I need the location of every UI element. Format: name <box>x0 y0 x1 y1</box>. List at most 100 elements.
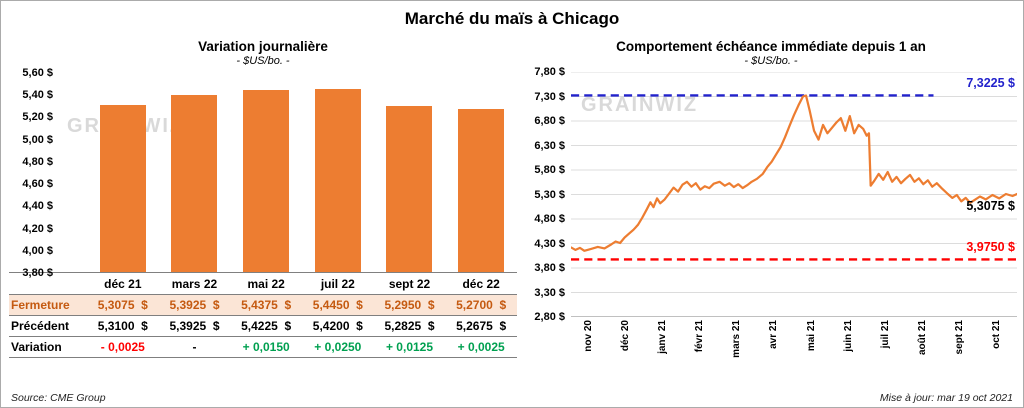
fermeture-value: 5,2950 $ <box>384 298 435 312</box>
source-note: Source: CME Group <box>11 392 106 404</box>
precedent-value: 5,2825 $ <box>384 319 435 333</box>
bar-series <box>9 73 517 273</box>
last-price-label: 5,3075 $ <box>966 199 1015 214</box>
price-line-svg <box>571 72 1017 317</box>
bar-chart-panel: Variation journalière - $US/bo. - grainw… <box>9 39 517 358</box>
line-chart-panel: Comportement échéance immédiate depuis 1… <box>525 39 1017 375</box>
bar-sept-22 <box>386 105 433 272</box>
line-x-axis: nov 20 déc 20 janv 21 févr 21 mars 21 avr 21 m… <box>571 317 1017 375</box>
x-tick-label: sept 21 <box>954 320 966 355</box>
bar-chart-plot: grainwiz 5,60 $5,40 $5,20 $5,00 $4,80 $4… <box>9 67 517 279</box>
x-tick-label: août 21 <box>917 320 929 356</box>
variation-value: + 0,0250 <box>314 340 362 354</box>
bar-mars-22 <box>171 95 218 272</box>
y-tick-label: 7,30 $ <box>534 90 565 103</box>
y-tick-label: 3,30 $ <box>534 286 565 299</box>
y-tick-label: 3,80 $ <box>534 262 565 274</box>
bar-column <box>159 73 231 272</box>
row-label: Précédent <box>11 319 70 333</box>
y-tick-label: 4,40 $ <box>22 200 53 213</box>
fermeture-value: 5,3925 $ <box>169 298 220 312</box>
column-header: déc 21 <box>104 277 142 291</box>
y-tick-label: 7,80 $ <box>534 66 565 78</box>
variation-value: + 0,0125 <box>385 340 434 354</box>
footer: Source: CME Group Mise à jour: mar 19 oc… <box>11 392 1013 404</box>
precedent-value: 5,4200 $ <box>312 319 363 333</box>
row-label: Variation <box>11 340 62 354</box>
x-tick-label: nov 20 <box>582 320 594 352</box>
line-y-axis: 7,80 $ 7,30 $ 6,80 $ 6,30 $ 5,80 $ 5,30 $ 4,80… <box>525 66 571 323</box>
bar-déc-21 <box>99 104 146 272</box>
precedent-value: 5,4225 $ <box>241 319 292 333</box>
bar-mai-22 <box>243 90 290 272</box>
y-tick-label: 6,80 $ <box>534 115 565 127</box>
table-row-fermeture: Fermeture 5,3075 $ 5,3925 $ 5,4375 $ 5,4450 … <box>9 294 517 316</box>
fermeture-value: 5,4375 $ <box>241 298 292 312</box>
y-tick-label: 5,60 $ <box>22 67 53 79</box>
bar-chart-subtitle: - $US/bo. - <box>236 55 290 67</box>
column-header: déc 22 <box>462 277 500 291</box>
x-tick-label: mars 21 <box>731 320 743 358</box>
x-tick-label: janv 21 <box>656 320 668 354</box>
bar-column <box>87 73 159 272</box>
bar-column <box>374 73 446 272</box>
bar-column <box>445 73 517 272</box>
y-tick-label: 6,30 $ <box>534 139 565 152</box>
line-chart-subtitle: - $US/bo. - <box>744 55 798 67</box>
table-row-variation: Variation - 0,0025 - + 0,0150 + 0,0250 + 0,01… <box>9 337 517 358</box>
row-label: Fermeture <box>11 298 70 312</box>
variation-value: + 0,0025 <box>457 340 505 354</box>
y-tick-label: 4,20 $ <box>22 222 53 235</box>
table-row-precedent: Précédent 5,3100 $ 5,3925 $ 5,4225 $ 5,4200 … <box>9 316 517 337</box>
y-tick-label: 5,80 $ <box>534 164 565 176</box>
column-header: mai 22 <box>247 277 285 291</box>
y-tick-label: 3,80 $ <box>22 267 53 279</box>
fermeture-value: 5,3075 $ <box>97 298 148 312</box>
precedent-value: 5,3100 $ <box>97 319 148 333</box>
x-tick-label: oct 21 <box>991 320 1003 349</box>
fermeture-value: 5,2700 $ <box>456 298 507 312</box>
y-tick-label: 4,80 $ <box>22 155 53 168</box>
x-tick-label: avr 21 <box>768 320 780 349</box>
update-note: Mise à jour: mar 19 oct 2021 <box>879 392 1013 404</box>
variation-value: - 0,0025 <box>100 340 145 354</box>
y-tick-label: 4,00 $ <box>22 244 53 257</box>
y-tick-label: 5,30 $ <box>534 188 565 201</box>
column-headers: déc 21 mars 22 mai 22 juil 22 sept 22 déc 22 <box>9 273 517 294</box>
min-price-label: 3,9750 $ <box>966 240 1015 255</box>
bar-juil-22 <box>314 89 361 272</box>
y-tick-label: 5,00 $ <box>22 133 53 146</box>
column-header: sept 22 <box>388 277 431 291</box>
line-chart-area: 7,80 $ 7,30 $ 6,80 $ 6,30 $ 5,80 $ 5,30 $ 4,80… <box>525 66 1017 323</box>
precedent-value: 5,2675 $ <box>456 319 507 333</box>
fermeture-value: 5,4450 $ <box>312 298 363 312</box>
bar-déc-22 <box>458 108 505 272</box>
x-tick-label: juil 21 <box>879 320 891 349</box>
y-tick-label: 5,20 $ <box>22 111 53 124</box>
y-tick-label: 2,80 $ <box>534 311 565 323</box>
x-tick-label: mai 21 <box>805 320 817 352</box>
x-tick-label: juin 21 <box>842 320 854 352</box>
y-tick-label: 4,80 $ <box>534 213 565 225</box>
bar-column <box>302 73 374 272</box>
precedent-value: 5,3925 $ <box>169 319 220 333</box>
bar-column <box>230 73 302 272</box>
bar-y-axis: 5,60 $ 5,40 $ 5,20 $ 5,00 $ 4,80 $ 4,60 $ 4,40… <box>9 67 79 279</box>
grainwiz-watermark: grainwiz <box>581 94 699 116</box>
y-tick-label: 5,40 $ <box>22 89 53 102</box>
column-header: juil 22 <box>320 277 355 291</box>
line-chart-title: Comportement échéance immédiate depuis 1… <box>616 39 926 54</box>
price-table: Fermeture 5,3075 $ 5,3925 $ 5,4375 $ 5,4450 … <box>9 294 517 358</box>
x-tick-label: févr 21 <box>694 320 706 353</box>
column-header: mars 22 <box>171 277 218 291</box>
page-title: Marché du maïs à Chicago <box>404 9 620 28</box>
y-tick-label: 4,60 $ <box>22 178 53 191</box>
max-price-label: 7,3225 $ <box>966 76 1015 91</box>
line-chart-plot: grainwiz 7,3225 $ 3,9750 $ 5,3075 $ <box>571 72 1017 317</box>
x-tick-label: déc 20 <box>619 320 631 352</box>
variation-value: - <box>192 340 197 354</box>
y-tick-label: 4,30 $ <box>534 237 565 250</box>
bar-chart-title: Variation journalière <box>198 39 328 54</box>
variation-value: + 0,0150 <box>242 340 290 354</box>
